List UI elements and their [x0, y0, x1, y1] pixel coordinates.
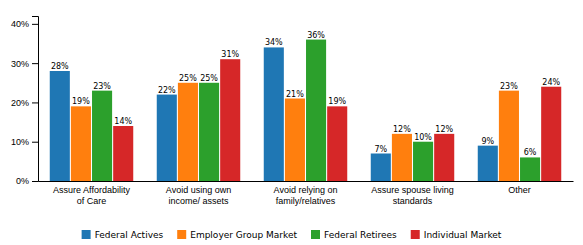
bar-series: [50, 47, 498, 181]
bar: [499, 91, 519, 181]
bar: [285, 99, 305, 182]
x-tick: Assure spouse livingstandards: [371, 185, 454, 205]
x-axis: Assure Affordabilityof Care Avoid using o…: [39, 182, 574, 206]
x-tick-label: Assure spouse livingstandards: [371, 185, 454, 205]
y-tick-mark: [32, 181, 38, 182]
bars: [50, 40, 561, 181]
x-tick: Avoid relying onfamily/relatives: [274, 185, 338, 205]
bar-series: [71, 83, 519, 181]
legend-item: Individual Market: [411, 230, 502, 240]
bar: [50, 71, 70, 181]
legend-swatch: [411, 230, 420, 239]
x-tick: Other: [508, 185, 531, 195]
legend-label: Federal Actives: [95, 230, 164, 240]
data-label: 34%: [265, 38, 283, 47]
x-tick-label: Avoid relying onfamily/relatives: [274, 185, 338, 205]
bar: [392, 134, 412, 181]
legend-item: Federal Actives: [82, 230, 164, 240]
legend-label: Federal Retirees: [324, 230, 397, 240]
x-tick: Assure Affordabilityof Care: [53, 185, 130, 205]
bar: [178, 83, 198, 181]
data-label: 19%: [328, 97, 346, 106]
data-label: 25%: [200, 74, 218, 83]
bar: [520, 157, 540, 181]
legend-item: Federal Retirees: [311, 230, 397, 240]
y-tick: 20%: [11, 98, 38, 108]
y-tick-mark: [32, 24, 38, 25]
legend-label: Employer Group Market: [190, 230, 297, 240]
bar: [71, 106, 91, 181]
data-label: 7%: [374, 145, 387, 154]
data-label: 23%: [93, 82, 111, 91]
y-tick: 30%: [11, 59, 38, 69]
data-labels: 28% 22% 34% 7% 9% 19% 25% 21% 12% 23% 23% 25% 36% 10%…: [51, 31, 561, 158]
data-label: 23%: [500, 82, 518, 91]
data-label: 36%: [307, 31, 325, 40]
y-tick: 40%: [11, 19, 38, 29]
bar: [199, 83, 219, 181]
data-label: 10%: [414, 133, 432, 142]
bar: [157, 95, 177, 181]
y-tick: 10%: [11, 137, 38, 147]
data-label: 9%: [481, 137, 494, 146]
data-label: 28%: [51, 62, 69, 71]
bar: [220, 59, 240, 181]
y-axis: 0% 10% 20% 30% 40%: [11, 17, 39, 187]
data-label: 22%: [158, 86, 176, 95]
bar: [113, 126, 133, 181]
legend: Federal Actives Employer Group Market Fede…: [82, 230, 502, 240]
y-tick-mark: [32, 142, 38, 143]
plot: 0% 10% 20% 30% 40% Assure Affordabilityof Car…: [11, 17, 574, 206]
y-tick-label: 30%: [11, 59, 29, 69]
data-label: 24%: [542, 78, 560, 87]
bar-series: [92, 40, 540, 181]
data-label: 12%: [393, 125, 411, 134]
data-label: 12%: [435, 125, 453, 134]
y-tick: 0%: [16, 176, 38, 186]
legend-swatch: [311, 230, 320, 239]
y-tick-mark: [32, 63, 38, 64]
y-tick-label: 40%: [11, 19, 29, 29]
y-tick-label: 0%: [16, 176, 29, 186]
y-tick-mark: [32, 102, 38, 103]
data-label: 21%: [286, 90, 304, 99]
x-tick: Avoid using ownincome/ assets: [166, 185, 231, 205]
bar: [92, 91, 112, 181]
x-tick-label: Avoid using ownincome/ assets: [166, 185, 231, 205]
bar: [327, 106, 347, 181]
bar: [541, 87, 561, 181]
bar: [434, 134, 454, 181]
y-tick-label: 20%: [11, 98, 29, 108]
data-label: 25%: [179, 74, 197, 83]
x-tick-label: Other: [508, 185, 531, 195]
bar: [306, 40, 326, 181]
y-tick-label: 10%: [11, 137, 29, 147]
bar: [264, 47, 284, 181]
data-label: 31%: [221, 50, 239, 59]
x-tick-label: Assure Affordabilityof Care: [53, 185, 130, 205]
chart: 0% 10% 20% 30% 40% Assure Affordabilityof Car…: [0, 0, 583, 245]
legend-item: Employer Group Market: [177, 230, 297, 240]
bar: [371, 154, 391, 182]
data-label: 19%: [72, 97, 90, 106]
data-label: 14%: [114, 117, 132, 126]
bar: [478, 146, 498, 181]
x-axis-line: [39, 181, 574, 182]
data-label: 6%: [524, 148, 537, 157]
legend-label: Individual Market: [424, 230, 502, 240]
y-axis-line: [32, 17, 39, 182]
bar: [413, 142, 433, 181]
legend-swatch: [177, 230, 186, 239]
bar-series: [113, 59, 561, 181]
legend-swatch: [82, 230, 91, 239]
